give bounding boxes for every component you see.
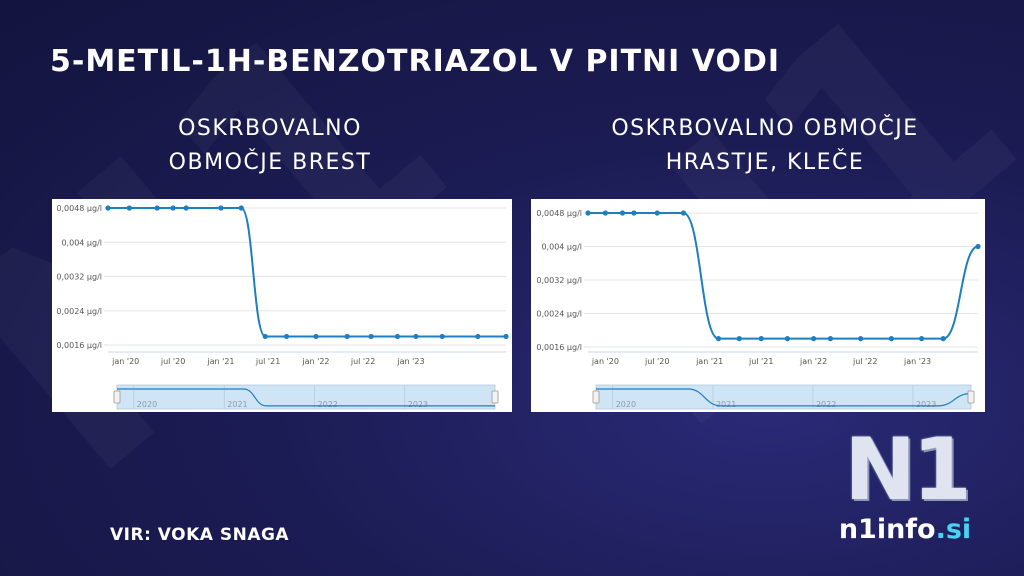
data-point bbox=[475, 333, 481, 340]
y-tick-label: 0,0032 µg/l bbox=[56, 273, 102, 282]
line-chart-hrastje-klece: 0,0048 µg/l 0,004 µg/l 0,0032 µg/l 0,0024 µ… bbox=[536, 209, 981, 410]
data-point bbox=[262, 333, 268, 340]
navigator-year-label: 2022 bbox=[816, 400, 836, 409]
data-point bbox=[439, 333, 445, 340]
data-point bbox=[154, 205, 160, 211]
data-point bbox=[715, 336, 722, 342]
x-tick-label: jan '23 bbox=[396, 357, 424, 366]
navigator-handle-right bbox=[491, 390, 499, 404]
data-point bbox=[602, 210, 608, 216]
data-point bbox=[394, 333, 401, 340]
chart-title-brest: OSKRBOVALNO OBMOČJE BREST bbox=[168, 116, 372, 175]
x-tick-label: jan '21 bbox=[695, 357, 723, 366]
data-point bbox=[368, 333, 374, 340]
y-tick-label: 0,0024 µg/l bbox=[56, 307, 102, 316]
logo-wordmark: n1info.si bbox=[830, 514, 980, 545]
x-tick-label: jul '21 bbox=[255, 357, 280, 366]
data-point bbox=[858, 336, 864, 342]
navigator-year-label: 2022 bbox=[318, 400, 338, 409]
page-title: 5-METIL-1H-BENZOTRIAZOL V PITNI VODI bbox=[50, 44, 781, 79]
y-tick-label: 0,0016 µg/l bbox=[536, 343, 582, 352]
navigator-series-line bbox=[595, 388, 972, 407]
data-point bbox=[413, 333, 419, 340]
data-point bbox=[758, 336, 764, 342]
navigator-series-line bbox=[116, 388, 495, 407]
data-point bbox=[654, 210, 660, 216]
chart-panel-brest: 0,0048 µg/l 0,004 µg/l 0,0032 µg/l 0,0024 µ… bbox=[52, 199, 512, 412]
x-tick-label: jan '23 bbox=[903, 357, 931, 366]
data-point bbox=[170, 205, 176, 211]
x-tick-label: jan '20 bbox=[111, 357, 139, 366]
chart-panel-hrastje-klece: 0,0048 µg/l 0,004 µg/l 0,0032 µg/l 0,0024 µ… bbox=[531, 199, 985, 412]
y-tick-label: 0,0048 µg/l bbox=[536, 209, 582, 218]
x-tick-label: jul '20 bbox=[644, 357, 669, 366]
chart-title-hrastje-klece: OSKRBOVALNO OBMOČJE HRASTJE, KLEČE bbox=[611, 116, 919, 175]
navigator-year-label: 2023 bbox=[916, 400, 936, 409]
navigator-year-label: 2020 bbox=[137, 400, 157, 409]
navigator-handle-left bbox=[113, 390, 121, 404]
navigator-year-label: 2023 bbox=[408, 400, 428, 409]
data-point bbox=[736, 336, 742, 342]
data-point bbox=[503, 333, 509, 340]
x-tick-label: jan '21 bbox=[206, 357, 234, 366]
data-point bbox=[344, 333, 350, 340]
data-point bbox=[218, 205, 224, 211]
n1-logo-mark: N1 bbox=[844, 420, 972, 520]
data-point bbox=[619, 210, 626, 216]
data-point bbox=[940, 336, 946, 342]
series-line bbox=[108, 207, 506, 338]
data-point bbox=[631, 210, 637, 216]
data-point bbox=[975, 243, 981, 250]
data-point bbox=[283, 333, 290, 340]
data-point bbox=[680, 210, 687, 216]
data-point bbox=[238, 205, 244, 211]
navigator-year-label: 2021 bbox=[716, 400, 736, 409]
data-point bbox=[811, 336, 817, 342]
navigator-handle-right bbox=[967, 390, 975, 404]
y-tick-label: 0,0048 µg/l bbox=[56, 204, 102, 213]
logo-tld: .si bbox=[935, 514, 972, 545]
data-point bbox=[888, 336, 894, 342]
series-line bbox=[588, 212, 979, 340]
data-point bbox=[105, 205, 111, 211]
data-point bbox=[918, 336, 925, 342]
data-point bbox=[784, 336, 791, 342]
x-tick-label: jul '22 bbox=[852, 357, 877, 366]
y-tick-label: 0,004 µg/l bbox=[61, 238, 102, 247]
data-point bbox=[313, 333, 319, 340]
logo-name: n1info bbox=[838, 514, 936, 545]
data-point bbox=[827, 336, 834, 342]
y-tick-label: 0,0032 µg/l bbox=[536, 276, 582, 285]
x-tick-label: jul '20 bbox=[160, 357, 185, 366]
n1info-logo: N1 n1info.si bbox=[830, 420, 980, 550]
x-tick-label: jan '22 bbox=[799, 357, 827, 366]
navigator-year-label: 2020 bbox=[616, 400, 636, 409]
y-tick-label: 0,0016 µg/l bbox=[56, 341, 102, 350]
line-chart-brest: 0,0048 µg/l 0,004 µg/l 0,0032 µg/l 0,0024 µ… bbox=[56, 204, 509, 410]
navigator-handle-left bbox=[592, 390, 600, 404]
x-tick-label: jan '22 bbox=[301, 357, 329, 366]
data-point bbox=[183, 205, 189, 211]
x-tick-label: jan '20 bbox=[591, 357, 619, 366]
x-tick-label: jul '21 bbox=[748, 357, 773, 366]
x-tick-label: jul '22 bbox=[350, 357, 375, 366]
navigator-year-label: 2021 bbox=[227, 400, 247, 409]
data-point bbox=[585, 210, 591, 216]
y-tick-label: 0,0024 µg/l bbox=[536, 310, 582, 319]
y-tick-label: 0,004 µg/l bbox=[541, 243, 582, 252]
source-label: VIR: VOKA SNAGA bbox=[110, 525, 290, 545]
data-point bbox=[126, 205, 132, 211]
